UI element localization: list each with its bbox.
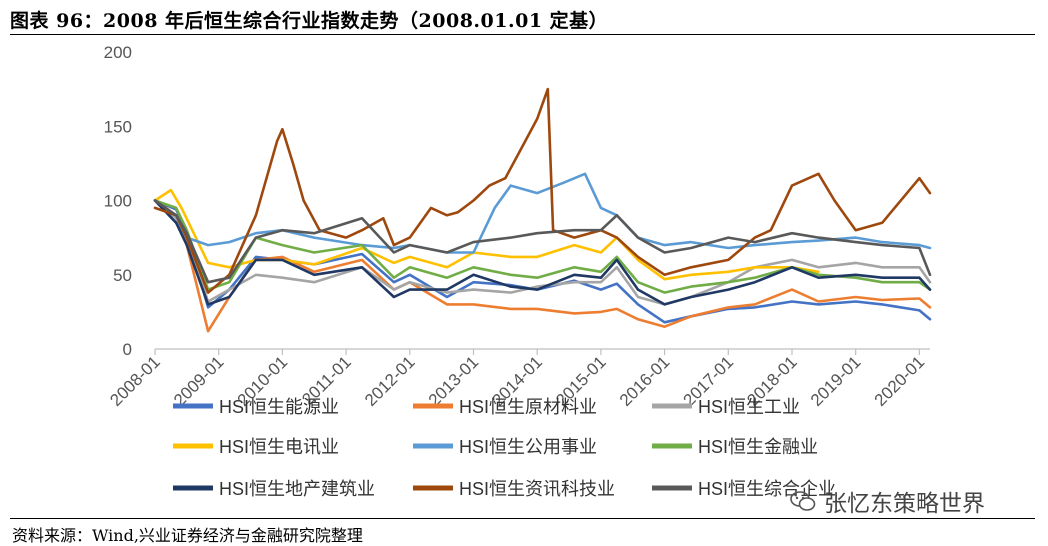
x-tick-label: 2008-01 [106,352,164,410]
x-tick-label: 2012-01 [361,352,419,410]
legend-label: HSI恒生资讯科技业 [459,479,615,499]
watermark: 张忆东策略世界 [790,484,985,518]
legend-label: HSI恒生电讯业 [219,437,339,457]
legend-label: HSI恒生原材料业 [459,397,597,417]
series-line [153,199,932,306]
legend-label: HSI恒生工业 [698,397,800,417]
x-tick-label: 2016-01 [616,352,674,410]
x-tick-label: 2020-01 [871,352,929,410]
legend-layer: HSI恒生能源业 HSI恒生原材料业 HSI恒生工业 HSI恒生电讯业 HSI恒生公用事… [173,397,836,499]
y-tick-label: 50 [113,266,132,285]
x-tick-label: 2019-01 [807,352,865,410]
wechat-icon [790,491,816,511]
series-line [153,199,932,284]
source-note: 资料来源：Wind,兴业证券经济与金融研究院整理 [12,526,363,545]
y-tick-label: 100 [104,192,132,211]
series-line [153,199,932,306]
legend-label: HSI恒生地产建筑业 [219,479,375,499]
series-line [153,199,932,294]
series-layer [153,87,932,333]
legend-label: HSI恒生公用事业 [459,437,597,457]
footer-rule [10,518,1035,519]
y-tick-label: 0 [123,340,132,359]
y-tick-label: 150 [104,117,132,136]
legend-label: HSI恒生能源业 [219,397,339,417]
legend-label: HSI恒生综合企业 [698,479,836,499]
watermark-text: 张忆东策略世界 [824,491,985,517]
figure-title: 图表 96：2008 年后恒生综合行业指数走势（2008.01.01 定基） [10,10,609,32]
y-tick-label: 200 [104,43,132,62]
series-line [153,87,932,294]
series-line [153,172,932,254]
title-rule [10,34,1035,35]
series-line [153,199,932,324]
legend-label: HSI恒生金融业 [698,437,818,457]
